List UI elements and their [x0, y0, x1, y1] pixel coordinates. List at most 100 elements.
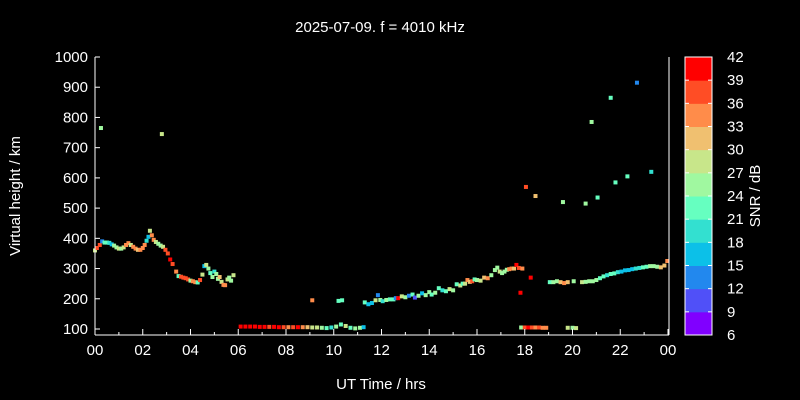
data-point	[519, 325, 524, 330]
x-tick-label: 12	[373, 342, 390, 359]
data-point	[399, 294, 404, 299]
x-tick-label: 22	[612, 342, 629, 359]
data-point	[198, 278, 203, 283]
data-point	[151, 237, 156, 242]
chart-title: 2025-07-09. f = 4010 kHz	[295, 19, 465, 36]
data-point	[104, 240, 109, 245]
data-point	[502, 269, 507, 274]
data-point	[649, 169, 654, 174]
y-tick-label: 700	[63, 140, 88, 157]
data-point	[605, 273, 610, 278]
data-point	[153, 239, 158, 244]
data-point	[142, 242, 147, 247]
data-point	[324, 326, 329, 331]
data-point	[500, 271, 505, 276]
data-point	[467, 279, 472, 284]
data-point	[475, 278, 479, 283]
data-point	[112, 243, 117, 248]
data-point	[587, 279, 592, 284]
data-point	[181, 275, 186, 280]
y-tick-label: 600	[63, 170, 88, 187]
data-point	[329, 325, 334, 330]
colorbar-tick-label: 18	[727, 234, 744, 251]
data-point	[176, 274, 181, 279]
colorbar-tick-label: 33	[727, 119, 744, 136]
data-point	[124, 242, 129, 247]
data-point	[489, 273, 494, 278]
data-point	[403, 295, 408, 300]
data-point	[608, 95, 613, 100]
data-point	[528, 275, 533, 280]
data-point	[427, 290, 432, 295]
x-tick-label: 20	[564, 342, 581, 359]
x-tick-label: 14	[421, 342, 438, 359]
data-point	[544, 325, 549, 330]
data-point	[121, 245, 126, 250]
data-point	[186, 277, 191, 282]
data-point	[429, 292, 434, 297]
colorbar-tick-label: 42	[727, 49, 744, 66]
data-point	[366, 302, 371, 307]
data-point	[300, 325, 305, 330]
data-point	[590, 279, 595, 284]
data-point	[565, 280, 570, 285]
data-point	[188, 278, 193, 283]
data-point	[460, 281, 465, 286]
data-point	[380, 299, 385, 304]
data-point	[178, 274, 183, 279]
data-point	[518, 290, 523, 295]
data-point	[637, 265, 642, 270]
data-point	[571, 279, 576, 284]
data-point	[305, 325, 310, 330]
data-point	[223, 283, 228, 288]
data-point	[608, 271, 613, 276]
data-point	[482, 275, 487, 280]
data-point	[514, 262, 519, 267]
data-point	[560, 200, 565, 205]
colorbar-tick-label: 27	[727, 165, 744, 182]
x-tick-label: 06	[230, 342, 247, 359]
data-point	[149, 233, 154, 238]
data-point	[658, 265, 663, 270]
data-point	[361, 325, 366, 330]
data-point	[655, 264, 660, 269]
data-point	[447, 287, 452, 292]
data-point	[522, 325, 527, 330]
colorbar-bin	[685, 196, 712, 220]
data-point	[613, 180, 618, 185]
colorbar-tick-label: 30	[727, 142, 744, 159]
data-point	[619, 269, 624, 274]
data-point	[109, 242, 114, 247]
data-point	[243, 324, 248, 329]
data-point	[119, 246, 124, 251]
data-point	[212, 269, 217, 274]
colorbar-bin	[685, 80, 712, 104]
data-point	[369, 301, 374, 306]
data-point	[248, 324, 253, 329]
data-point	[640, 265, 645, 270]
data-point	[463, 281, 468, 286]
data-point	[227, 275, 232, 280]
colorbar-tick-label: 12	[727, 281, 744, 298]
colorbar-bin	[685, 149, 712, 174]
data-point	[140, 246, 145, 251]
data-point	[262, 324, 267, 329]
x-tick-label: 00	[660, 342, 677, 359]
data-point	[589, 119, 594, 124]
colorbar-bin	[685, 219, 712, 243]
data-point	[440, 288, 445, 293]
data-point	[373, 298, 378, 303]
data-point	[662, 263, 667, 268]
colorbar-bin	[685, 288, 712, 313]
data-point	[138, 247, 143, 252]
data-point	[362, 300, 367, 305]
y-tick-label: 300	[63, 261, 88, 278]
colorbar-label: SNR / dB	[747, 165, 764, 228]
colorbar-tick-label: 15	[727, 258, 744, 275]
data-point	[565, 325, 570, 330]
data-point	[229, 278, 234, 283]
data-point	[168, 257, 173, 262]
data-point	[156, 241, 161, 246]
